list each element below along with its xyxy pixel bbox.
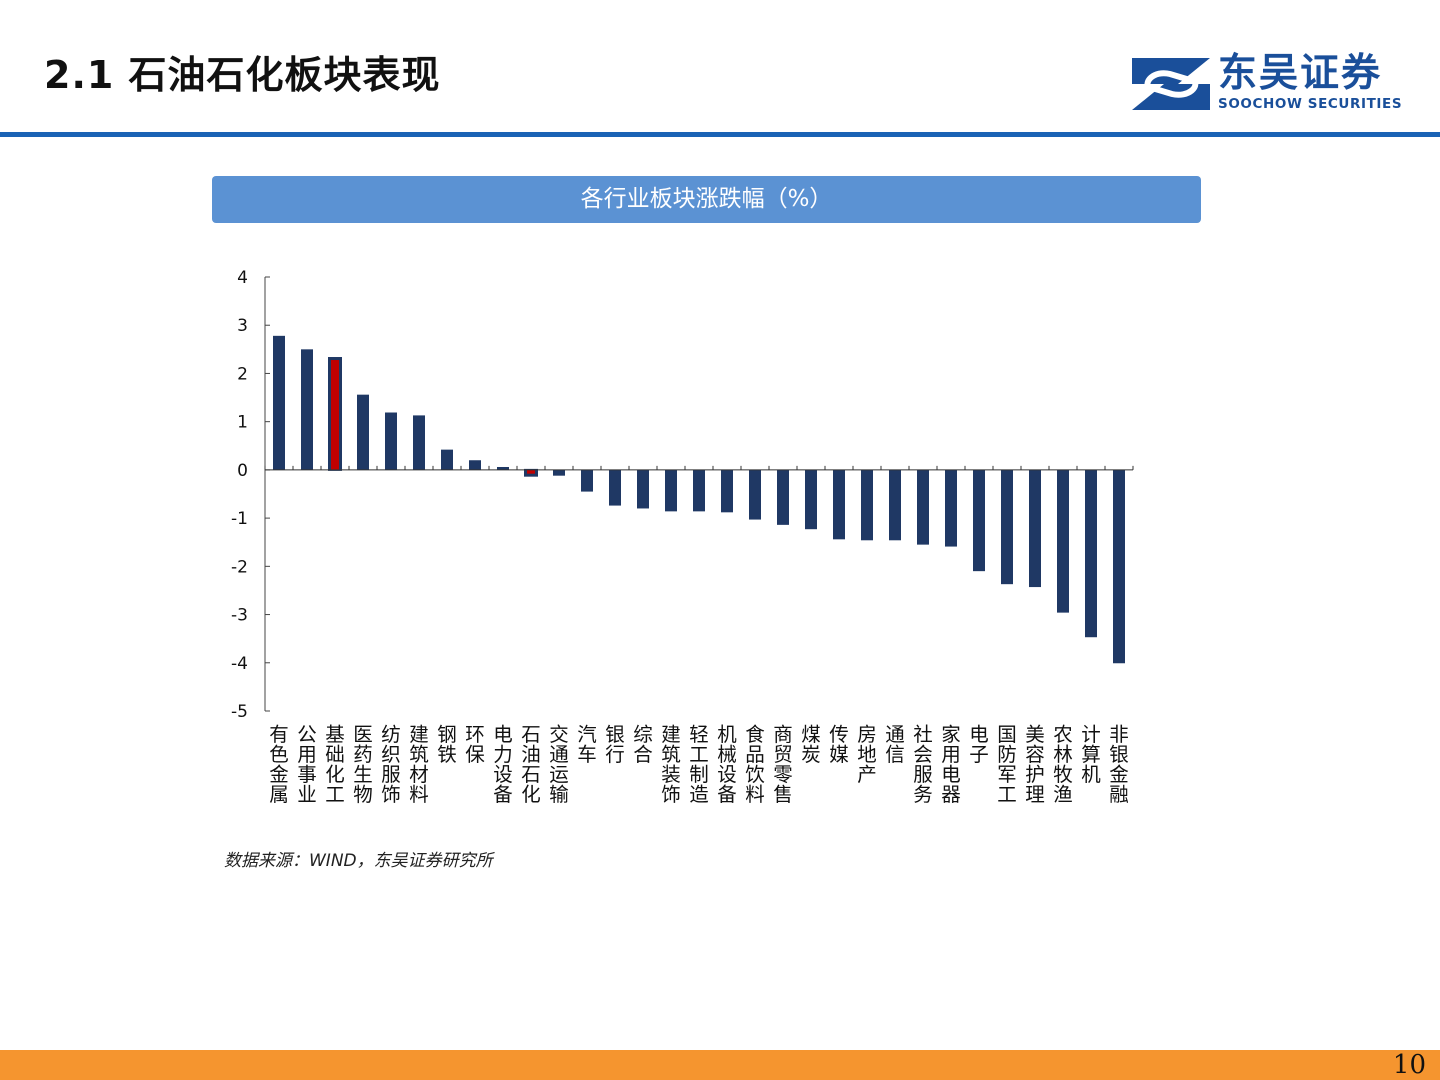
bar-highlight: [527, 469, 535, 474]
x-tick-label: 公用事业: [297, 723, 317, 806]
y-tick-label: -2: [231, 557, 248, 577]
bar: [777, 469, 789, 525]
bar: [385, 412, 397, 470]
x-tick-label: 有色金属: [269, 723, 289, 806]
x-tick-label: 基础化工: [325, 723, 345, 806]
bar: [1113, 469, 1125, 664]
bar: [917, 469, 929, 545]
x-tick-label: 交通运输: [549, 723, 569, 806]
x-tick-label: 通信: [885, 723, 905, 766]
x-tick-label: 美容护理: [1025, 723, 1045, 806]
x-tick-label: 国防军工: [997, 723, 1017, 806]
bar: [469, 460, 481, 470]
y-tick-label: 4: [237, 268, 248, 288]
x-tick-label: 建筑材料: [409, 723, 429, 806]
bar: [973, 469, 985, 572]
soochow-logo-icon: [1132, 58, 1210, 110]
bar: [553, 469, 565, 476]
x-tick-label: 房地产: [857, 723, 877, 786]
x-tick-label: 计算机: [1081, 723, 1101, 786]
bar: [273, 335, 285, 470]
y-tick-label: 2: [237, 364, 248, 384]
bar: [301, 349, 313, 470]
bar: [637, 469, 649, 509]
x-tick-label: 综合: [633, 723, 653, 766]
x-tick-label: 石油石化: [521, 723, 541, 806]
data-source: 数据来源：WIND，东吴证券研究所: [224, 851, 493, 871]
y-tick-label: 3: [237, 316, 248, 336]
x-tick-label: 医药生物: [353, 723, 373, 806]
page-title: 2.1 石油石化板块表现: [44, 53, 441, 97]
bar: [357, 394, 369, 470]
x-tick-label: 纺织服饰: [381, 723, 401, 806]
bar: [1029, 469, 1041, 588]
footer-bar: [0, 1050, 1440, 1080]
bar: [889, 469, 901, 541]
y-axis: 4 3 2 1 0 -1 -2 -3 -4 -5: [231, 268, 270, 722]
bar: [665, 469, 677, 512]
x-tick-label: 食品饮料: [745, 723, 765, 806]
bar: [833, 469, 845, 540]
bar: [861, 469, 873, 541]
bar: [805, 469, 817, 530]
y-tick-label: -4: [231, 654, 248, 674]
logo-english-name: SOOCHOW SECURITIES: [1218, 96, 1403, 112]
x-tick-label: 电力设备: [493, 723, 513, 806]
bar: [1085, 469, 1097, 638]
bar: [1057, 469, 1069, 613]
bar-highlight: [331, 360, 339, 470]
x-tick-label: 环保: [465, 723, 485, 766]
x-tick-label: 煤炭: [801, 723, 821, 766]
company-logo: 东吴证券 SOOCHOW SECURITIES: [1132, 51, 1412, 118]
x-tick-label: 传媒: [829, 723, 849, 766]
bar: [581, 469, 593, 492]
bar: [749, 469, 761, 520]
bar: [413, 415, 425, 470]
y-tick-label: -3: [231, 606, 248, 626]
x-tick-label: 社会服务: [913, 723, 933, 806]
bar: [945, 469, 957, 547]
logo-chinese-name: 东吴证券: [1218, 51, 1383, 96]
x-axis-labels: 有色金属公用事业基础化工医药生物纺织服饰建筑材料钢铁环保电力设备石油石化交通运输…: [269, 723, 1129, 806]
x-tick-label: 农林牧渔: [1053, 723, 1073, 806]
chart-title: 各行业板块涨跌幅（%）: [212, 176, 1201, 223]
y-tick-label: -5: [231, 702, 248, 722]
x-tick-label: 银行: [605, 723, 625, 766]
y-tick-label: 1: [237, 413, 248, 433]
x-tick-label: 机械设备: [717, 723, 737, 806]
y-tick-label: -1: [231, 509, 248, 529]
bar: [497, 466, 509, 470]
x-tick-label: 电子: [969, 723, 989, 766]
x-tick-label: 非银金融: [1109, 723, 1129, 806]
bar: [441, 449, 453, 470]
x-tick-label: 商贸零售: [773, 723, 793, 806]
x-tick-label: 建筑装饰: [661, 723, 681, 806]
bar: [721, 469, 733, 513]
bar: [693, 469, 705, 512]
x-tick-label: 汽车: [577, 723, 597, 766]
bar: [1001, 469, 1013, 585]
y-tick-label: 0: [237, 461, 248, 481]
page-number: 10: [1392, 1050, 1426, 1080]
bars: [264, 335, 1134, 664]
x-tick-label: 轻工制造: [689, 723, 709, 806]
x-tick-label: 家用电器: [941, 723, 961, 806]
x-tick-label: 钢铁: [437, 723, 457, 766]
title-divider: [0, 132, 1440, 137]
bar: [609, 469, 621, 506]
